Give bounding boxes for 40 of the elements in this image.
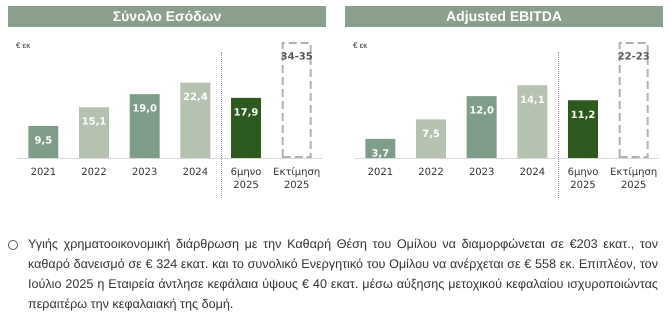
data-label: 11,2 bbox=[570, 110, 596, 121]
chart-title: Σύνολο Εσόδων bbox=[8, 6, 326, 27]
x-tick-label: Εκτίμηση 2025 bbox=[610, 167, 658, 191]
data-label: 15,1 bbox=[82, 116, 106, 128]
bar bbox=[79, 107, 109, 158]
bar bbox=[568, 100, 598, 158]
data-label: 34-35 bbox=[280, 52, 313, 62]
data-label: 19,0 bbox=[132, 104, 158, 115]
x-tick-label: 2022 bbox=[81, 167, 107, 178]
x-tick-label: 2024 bbox=[182, 167, 208, 178]
x-tick-label: Εκτίμηση 2025 bbox=[273, 167, 320, 191]
x-tick-label: 6μηνο 2025 bbox=[230, 167, 262, 191]
bar bbox=[180, 82, 210, 158]
x-tick-label: 2023 bbox=[132, 167, 158, 178]
bar bbox=[130, 94, 160, 158]
data-label: 7,5 bbox=[422, 128, 440, 140]
data-label: 12,0 bbox=[469, 106, 494, 117]
data-label: 3,7 bbox=[371, 148, 390, 160]
x-tick-label: 2021 bbox=[368, 167, 394, 178]
bar bbox=[466, 96, 497, 158]
data-label: 22-23 bbox=[618, 52, 650, 62]
text: Υγιής χρηματοοικονομική διάρθρωση με την Καθαρή Θέση του Ομίλου να διαμορφώνεται σε €203 εκατ., τον καθαρό δανεισμό σε € 324 εκατ. και το συνολικό Ενεργητικό του Ομίλου να ανέρχεται σε € 558 εκ. Επιπλέον, τον Ιούλιο 2025 η Εταιρεία άντλησε κεφάλαια ύψους € 40 εκατ. μέσω αύξησης μετοχικού κεφαλαίου ισχυροποιώντας περαιτέρω την κεφαλαιακή της δομή. bbox=[28, 236, 658, 313]
data-label: 9,5 bbox=[34, 136, 52, 147]
bar bbox=[28, 126, 58, 158]
x-tick-label: 2023 bbox=[468, 167, 494, 178]
x-tick-label: 6μηνο 2025 bbox=[568, 167, 598, 191]
bar bbox=[282, 42, 312, 158]
x-tick-label: 2024 bbox=[520, 167, 546, 178]
data-label: 17,9 bbox=[234, 107, 258, 118]
bar bbox=[231, 98, 261, 158]
bar bbox=[416, 119, 446, 158]
bar bbox=[517, 85, 548, 158]
y-axis-title: € εκ bbox=[353, 41, 368, 50]
y-axis-title: € εκ bbox=[16, 41, 30, 50]
data-label: 14,1 bbox=[520, 94, 545, 106]
chart-title: Adjusted EBITDA bbox=[345, 6, 663, 27]
x-tick-label: 2021 bbox=[30, 167, 56, 178]
bar bbox=[618, 42, 649, 158]
x-tick-label: 2022 bbox=[418, 167, 444, 178]
data-label: 22,4 bbox=[182, 92, 208, 104]
